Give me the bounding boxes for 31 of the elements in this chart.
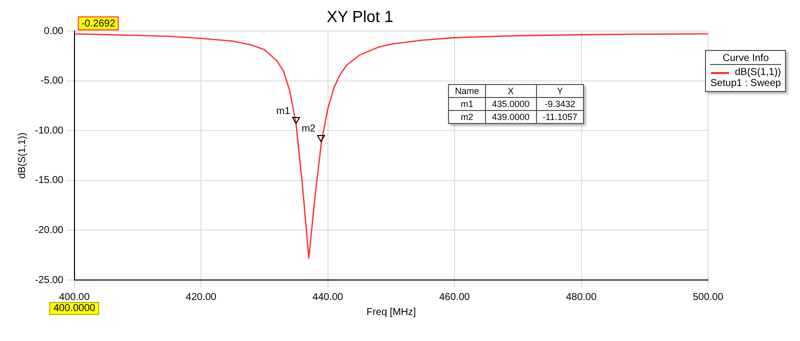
- annotation: Y: [536, 84, 584, 98]
- annotation: m2: [448, 110, 486, 124]
- y-tick-label: -5.00: [40, 76, 64, 87]
- annotation: m1: [276, 106, 291, 117]
- x-tick-label: 480.00: [566, 292, 597, 303]
- chart-title: XY Plot 1: [326, 9, 394, 26]
- legend-title: Curve Info: [710, 53, 781, 65]
- x-axis-title: Freq [MHz]: [366, 306, 416, 318]
- x-tick-label: 420.00: [186, 292, 217, 303]
- y-axis-title: dB(S(1,1)): [16, 132, 28, 179]
- x-tick-label: 400.00: [59, 292, 90, 303]
- annotation: -9.3432: [536, 98, 584, 110]
- x-tick-label: 500.00: [692, 292, 724, 303]
- y-tick-label: -20.00: [34, 224, 64, 236]
- annotation: -11.1057: [536, 110, 584, 124]
- x-tick-label: 460.00: [439, 292, 470, 303]
- y-tick-label: -25.00: [34, 274, 64, 286]
- y-tick-label: -10.00: [34, 125, 64, 136]
- text: Setup1 : Sweep: [710, 78, 781, 89]
- y-tick-label: 0.00: [44, 26, 64, 37]
- annotation: 439.0000: [486, 110, 536, 124]
- annotation: 435.0000: [486, 98, 536, 110]
- x-tick-label: 440.00: [312, 292, 344, 303]
- annotation: m1: [448, 98, 486, 110]
- annotation: X: [486, 84, 536, 98]
- annotation: -0.2692: [81, 18, 116, 30]
- text: 400.0000: [49, 302, 100, 315]
- annotation: m2: [302, 123, 316, 134]
- annotation: Name: [448, 84, 486, 98]
- legend-label: dB(S(1,1)): [734, 67, 781, 78]
- y-tick-label: -15.00: [34, 175, 64, 186]
